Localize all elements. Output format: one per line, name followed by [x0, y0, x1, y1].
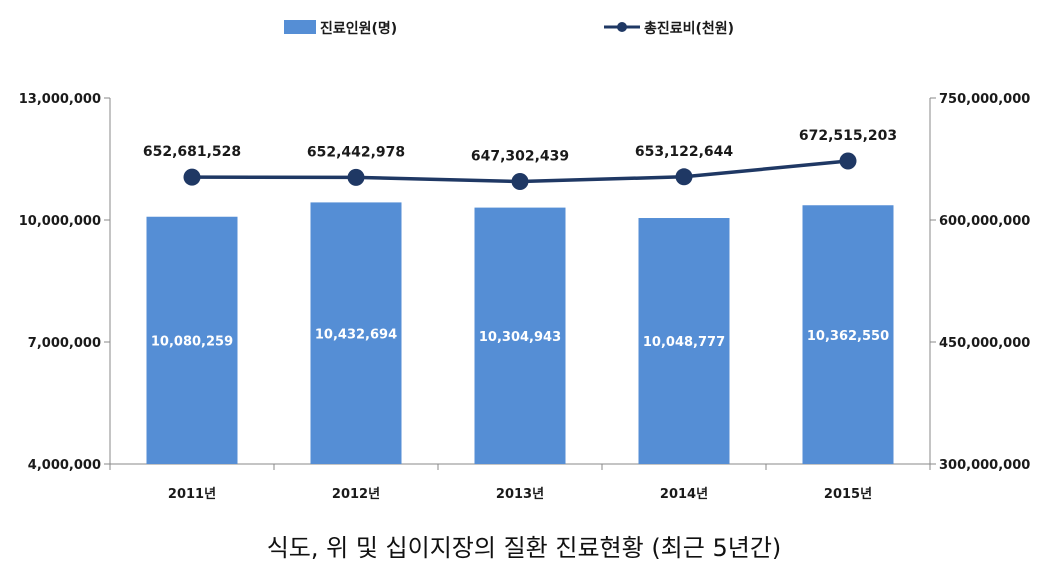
bar-data-label: 10,432,694 [315, 327, 397, 342]
x-tick-label: 2013년 [496, 487, 544, 502]
right-tick-label: 600,000,000 [939, 214, 1030, 229]
line-point [675, 168, 693, 186]
line-point [511, 173, 529, 191]
line-data-label: 652,681,528 [143, 144, 241, 160]
right-axis-ticks: 300,000,000 450,000,000 600,000,000 750,000… [930, 92, 1030, 473]
line-point [839, 152, 857, 170]
x-tick-label: 2011년 [168, 487, 216, 502]
line-point [347, 168, 365, 186]
bar [474, 207, 566, 464]
legend-bar-swatch [284, 20, 316, 34]
right-tick-label: 750,000,000 [939, 92, 1030, 107]
right-tick-label: 300,000,000 [939, 458, 1030, 473]
line-data-label: 647,302,439 [471, 149, 569, 165]
right-tick-label: 450,000,000 [939, 336, 1030, 351]
legend: 진료인원(명) 총진료비(천원) [284, 20, 734, 37]
line-data-label: 652,442,978 [307, 144, 405, 160]
left-tick-label: 4,000,000 [28, 458, 101, 473]
bar-data-label: 10,080,259 [151, 334, 233, 349]
bar-data-label: 10,362,550 [807, 329, 889, 344]
legend-line-label: 총진료비(천원) [644, 20, 734, 37]
x-tick-label: 2015년 [824, 487, 872, 502]
line-point [183, 168, 201, 186]
left-axis-ticks: 4,000,000 7,000,000 10,000,000 13,000,000 [19, 92, 110, 473]
x-axis-ticks: 2011년 2012년 2013년 2014년 2015년 [109, 464, 931, 502]
left-tick-label: 10,000,000 [19, 214, 101, 229]
chart-title: 식도, 위 및 십이지장의 질환 진료현황 (최근 5년간) [267, 534, 782, 562]
x-tick-label: 2012년 [332, 487, 380, 502]
line-data-label: 672,515,203 [799, 128, 897, 144]
line-series: 652,681,528 652,442,978 647,302,439 653,122… [143, 128, 897, 191]
x-tick-label: 2014년 [660, 487, 708, 502]
bar [802, 205, 894, 465]
left-tick-label: 13,000,000 [19, 92, 101, 107]
bar [638, 218, 730, 464]
left-tick-label: 7,000,000 [28, 336, 101, 351]
bar-series: 10,080,259 10,432,694 10,304,943 10,048,777… [146, 202, 894, 465]
bar-data-label: 10,048,777 [643, 335, 725, 350]
bar-data-label: 10,304,943 [479, 330, 561, 345]
bar [310, 202, 402, 464]
legend-line-marker [617, 22, 627, 32]
legend-bar-label: 진료인원(명) [320, 20, 397, 37]
line-data-label: 653,122,644 [635, 144, 734, 160]
bar [146, 216, 238, 464]
